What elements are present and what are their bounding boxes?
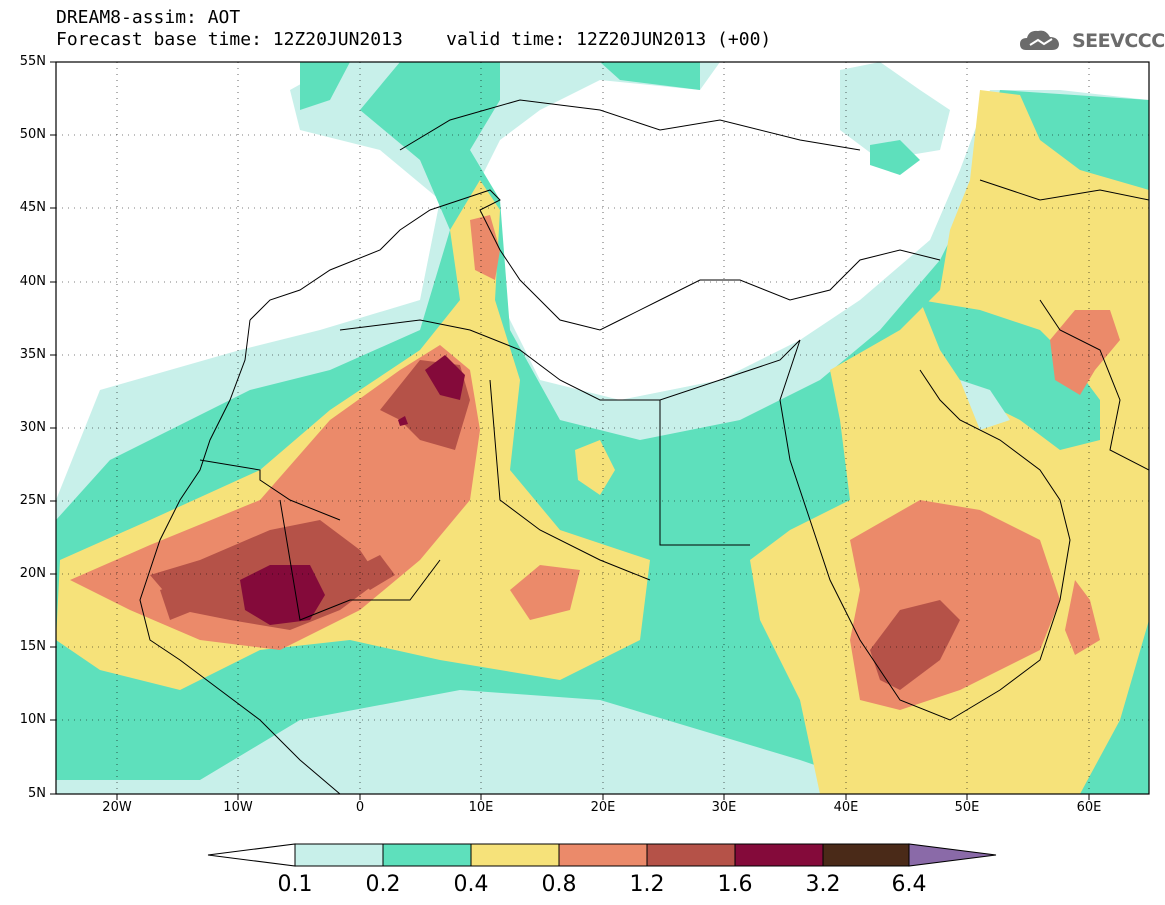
lat-label: 15N — [19, 639, 46, 654]
lon-label: 20E — [590, 800, 616, 815]
lon-label: 0 — [355, 800, 365, 815]
lon-label: 10W — [223, 800, 253, 815]
colorbar-label: 1.2 — [629, 872, 665, 897]
lat-label: 30N — [19, 420, 46, 435]
colorbar-label: 0.4 — [453, 872, 489, 897]
lat-label: 55N — [19, 54, 46, 69]
lon-label: 10E — [468, 800, 494, 815]
lon-label: 40E — [833, 800, 859, 815]
lat-label: 25N — [19, 493, 46, 508]
lat-label: 20N — [19, 566, 46, 581]
forecast-time: Forecast base time: 12Z20JUN2013 valid t… — [56, 29, 772, 50]
aot-contour-1.6 — [240, 565, 325, 625]
colorbar-label: 0.2 — [365, 872, 401, 897]
colorbar-label: 3.2 — [805, 872, 841, 897]
colorbar-max-arrow — [908, 843, 997, 867]
colorbar — [207, 843, 997, 867]
lon-label: 30E — [711, 800, 737, 815]
lat-label: 10N — [19, 712, 46, 727]
lon-label: 20W — [102, 800, 132, 815]
lon-label: 50E — [954, 800, 980, 815]
colorbar-min-arrow — [207, 843, 296, 867]
colorbar-label: 6.4 — [891, 872, 927, 897]
colorbar-label: 1.6 — [717, 872, 753, 897]
lat-label: 5N — [28, 786, 46, 801]
cloud-icon — [1020, 30, 1059, 50]
colorbar-label: 0.8 — [541, 872, 577, 897]
lat-label: 40N — [19, 274, 46, 289]
lat-label: 45N — [19, 200, 46, 215]
lat-label: 35N — [19, 347, 46, 362]
lat-label: 50N — [19, 127, 46, 142]
colorbar-label: 0.1 — [277, 872, 313, 897]
logo-text: SEEVCCC — [1072, 30, 1165, 52]
lon-label: 60E — [1076, 800, 1102, 815]
coastline — [249, 189, 941, 331]
map-title: DREAM8-assim: AOT — [56, 7, 241, 28]
